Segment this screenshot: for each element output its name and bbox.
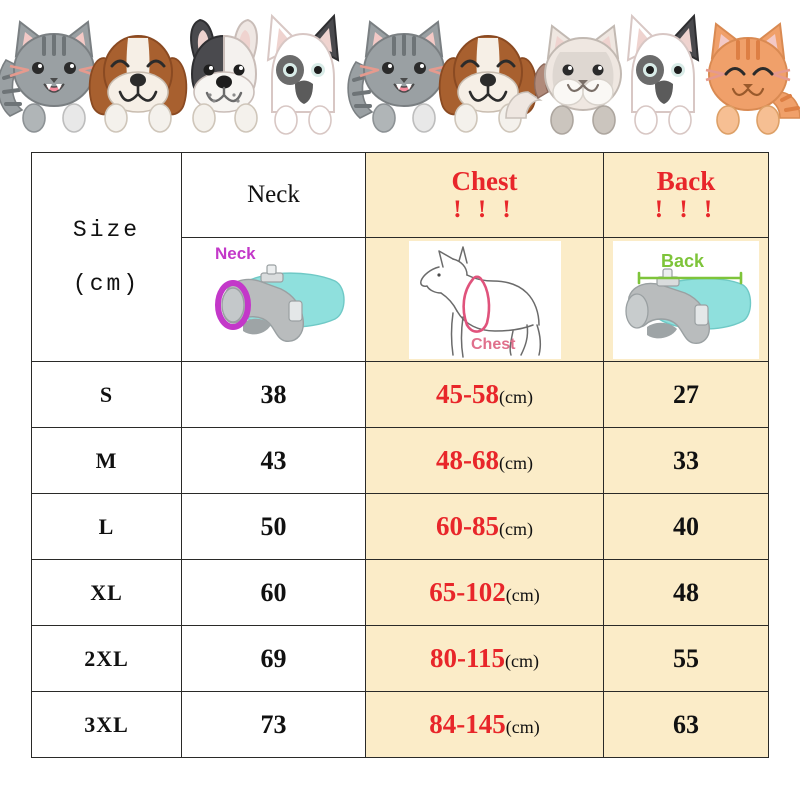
header-neck-label: Neck xyxy=(181,152,366,238)
banner-animal-cream-persian-cat xyxy=(505,24,622,135)
header-label-row: Size (cm) Neck Chest ! ! ! Back ! ! ! xyxy=(31,152,769,362)
neck-caption: Neck xyxy=(215,244,256,263)
banner-animal-grey-tabby-cat-2 xyxy=(347,20,449,133)
banner-animal-brown-beagle-dog-2 xyxy=(438,35,538,133)
cell-size: S xyxy=(31,361,182,428)
chest-header-emphasis: ! ! ! xyxy=(453,196,516,224)
cell-neck: 50 xyxy=(181,493,366,560)
size-value: 2XL xyxy=(84,645,129,671)
cell-neck: 69 xyxy=(181,625,366,692)
size-value: 3XL xyxy=(84,711,129,737)
table-row: 3XL 73 84-145(cm) 63 xyxy=(31,691,769,758)
chest-value: 80-115 xyxy=(430,643,506,673)
pet-size-chart: Size (cm) Neck Chest ! ! ! Back ! ! ! xyxy=(31,152,769,758)
cell-neck: 60 xyxy=(181,559,366,626)
chest-value: 45-58 xyxy=(436,379,499,409)
cell-back: 27 xyxy=(603,361,769,428)
back-value: 40 xyxy=(673,511,699,541)
harness-neck-diagram: Neck xyxy=(182,238,365,361)
chest-unit: (cm) xyxy=(499,519,533,539)
chest-value: 65-102 xyxy=(429,577,506,607)
cell-size: M xyxy=(31,427,182,494)
cell-back: 33 xyxy=(603,427,769,494)
banner-animal-grey-tabby-cat xyxy=(0,20,99,133)
back-value: 27 xyxy=(673,379,699,409)
cell-chest: 65-102(cm) xyxy=(365,559,604,626)
neck-value: 38 xyxy=(260,379,287,409)
neck-value: 50 xyxy=(260,511,287,541)
chest-value: 48-68 xyxy=(436,445,499,475)
cell-back: 63 xyxy=(603,691,769,758)
cell-chest: 45-58(cm) xyxy=(365,361,604,428)
cell-chest: 80-115(cm) xyxy=(365,625,604,692)
back-caption: Back xyxy=(661,251,705,271)
cell-neck: 73 xyxy=(181,691,366,758)
size-label-line2: (cm) xyxy=(72,271,141,297)
neck-header-text: Neck xyxy=(247,181,300,208)
back-value: 55 xyxy=(673,643,699,673)
cell-back: 55 xyxy=(603,625,769,692)
size-value: XL xyxy=(90,579,123,605)
chest-unit: (cm) xyxy=(505,717,540,737)
size-value: S xyxy=(99,381,114,407)
table-row: L 50 60-85(cm) 40 xyxy=(31,493,769,560)
banner-animal-orange-tabby-cat xyxy=(705,22,800,135)
back-value: 48 xyxy=(673,577,699,607)
chest-header-text: Chest xyxy=(451,165,518,196)
cell-size: L xyxy=(31,493,182,560)
chest-unit: (cm) xyxy=(499,387,533,407)
cell-back: 48 xyxy=(603,559,769,626)
chest-caption: Chest xyxy=(471,336,516,353)
harness-back-diagram: Back xyxy=(604,238,768,361)
banner-animal-white-husky-cat xyxy=(266,13,340,135)
back-header-text: Back xyxy=(656,165,716,196)
neck-value: 43 xyxy=(260,445,287,475)
cell-chest: 60-85(cm) xyxy=(365,493,604,560)
chest-unit: (cm) xyxy=(505,651,539,671)
table-row: S 38 45-58(cm) 27 xyxy=(31,361,769,428)
chest-unit: (cm) xyxy=(499,453,533,473)
size-value: M xyxy=(95,447,118,473)
banner-animal-french-bulldog xyxy=(190,18,258,133)
neck-value: 73 xyxy=(260,709,287,739)
harness-back-illustration: Back xyxy=(613,240,759,359)
table-row: 2XL 69 80-115(cm) 55 xyxy=(31,625,769,692)
dog-chest-measure-diagram: Chest xyxy=(366,238,603,361)
size-value: L xyxy=(98,513,115,539)
pet-banner xyxy=(0,0,800,140)
cell-size: 2XL xyxy=(31,625,182,692)
back-header-block: Back ! ! ! xyxy=(604,166,768,224)
neck-value: 69 xyxy=(260,643,287,673)
cell-neck: 43 xyxy=(181,427,366,494)
back-value: 33 xyxy=(673,445,699,475)
harness-neck-illustration: Neck xyxy=(188,240,359,359)
neck-image-cell: Neck xyxy=(181,237,366,362)
cell-size: 3XL xyxy=(31,691,182,758)
cell-neck: 38 xyxy=(181,361,366,428)
chest-image-cell: Chest xyxy=(365,237,604,362)
table-row: M 43 48-68(cm) 33 xyxy=(31,427,769,494)
table-row: XL 60 65-102(cm) 48 xyxy=(31,559,769,626)
banner-animal-white-spotted-dog xyxy=(626,13,700,135)
back-value: 63 xyxy=(673,709,699,739)
back-image-cell: Back xyxy=(603,237,769,362)
cell-chest: 48-68(cm) xyxy=(365,427,604,494)
cell-back: 40 xyxy=(603,493,769,560)
chest-unit: (cm) xyxy=(505,585,540,605)
banner-animal-brown-beagle-dog xyxy=(88,35,188,133)
pet-banner-illustration xyxy=(0,13,800,135)
chest-value: 60-85 xyxy=(436,511,499,541)
chest-value: 84-145 xyxy=(429,709,506,739)
header-back-label: Back ! ! ! xyxy=(603,152,769,238)
chest-measure-illustration: Chest xyxy=(408,240,561,359)
cell-chest: 84-145(cm) xyxy=(365,691,604,758)
chest-header-block: Chest ! ! ! xyxy=(366,166,603,224)
back-header-emphasis: ! ! ! xyxy=(654,196,718,224)
header-image-row: Neck xyxy=(32,237,769,362)
size-label-line1: Size xyxy=(72,216,141,243)
cell-size: XL xyxy=(31,559,182,626)
neck-value: 60 xyxy=(260,577,287,607)
header-size-cell: Size (cm) xyxy=(31,152,182,362)
header-chest-label: Chest ! ! ! xyxy=(365,152,604,238)
